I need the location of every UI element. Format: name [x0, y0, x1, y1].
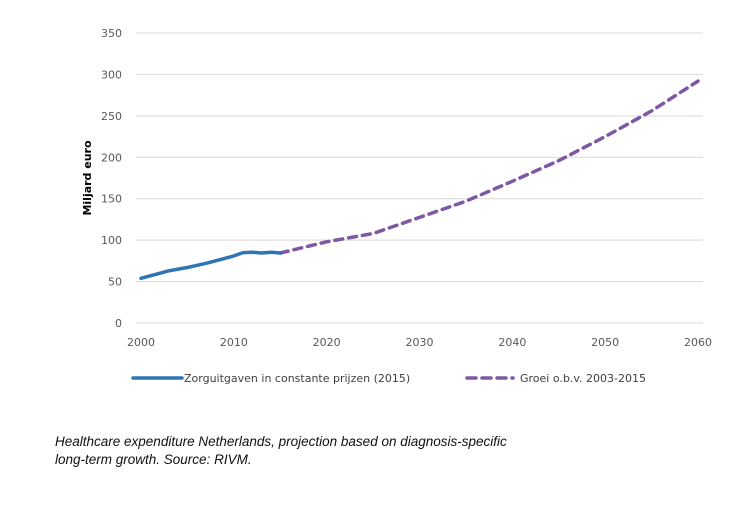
series-lines: [139, 79, 700, 281]
series-line-actual: [139, 250, 283, 281]
x-tick-label: 2030: [406, 336, 434, 349]
y-tick-label: 100: [101, 234, 122, 247]
x-tick-label: 2000: [127, 336, 155, 349]
x-axis-ticks: 2000 2010 2020 2030 2040 2050 2060: [127, 336, 712, 349]
y-axis-label: Miljard euro: [81, 140, 94, 216]
y-tick-label: 300: [101, 68, 122, 81]
legend: Zorguitgaven in constante prijzen (2015)…: [131, 372, 646, 385]
x-tick-label: 2020: [313, 336, 341, 349]
legend-label: Groei o.b.v. 2003-2015: [520, 372, 646, 385]
x-tick-label: 2010: [220, 336, 248, 349]
y-tick-label: 200: [101, 151, 122, 164]
caption-line-1: Healthcare expenditure Netherlands, proj…: [55, 434, 507, 449]
caption-line-2: long-term growth. Source: RIVM.: [55, 452, 252, 467]
y-tick-label: 350: [101, 27, 122, 40]
y-tick-label: 150: [101, 193, 122, 206]
series-line-projection: [278, 79, 700, 255]
y-tick-label: 250: [101, 110, 122, 123]
x-tick-label: 2060: [684, 336, 712, 349]
y-tick-label: 50: [108, 276, 122, 289]
y-axis-ticks: 0 50 100 150 200 250 300 350: [101, 27, 122, 330]
figure-caption: Healthcare expenditure Netherlands, proj…: [55, 433, 675, 469]
legend-label: Zorguitgaven in constante prijzen (2015): [184, 372, 410, 385]
y-tick-label: 0: [115, 317, 122, 330]
gridlines: [136, 32, 703, 324]
x-tick-label: 2050: [591, 336, 619, 349]
x-tick-label: 2040: [498, 336, 526, 349]
